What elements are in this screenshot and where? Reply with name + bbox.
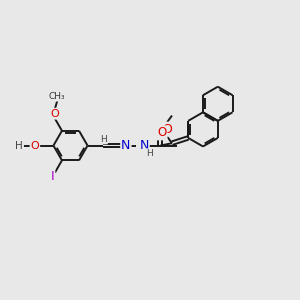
Text: H: H	[15, 141, 23, 151]
Text: N: N	[140, 139, 149, 152]
Text: I: I	[51, 169, 54, 183]
Text: O: O	[50, 109, 59, 119]
Text: O: O	[157, 126, 167, 140]
Text: CH₃: CH₃	[49, 92, 66, 101]
Text: O: O	[162, 123, 172, 136]
Text: H: H	[100, 135, 107, 144]
Text: N: N	[121, 139, 130, 152]
Text: O: O	[31, 141, 39, 151]
Text: H: H	[146, 149, 153, 158]
